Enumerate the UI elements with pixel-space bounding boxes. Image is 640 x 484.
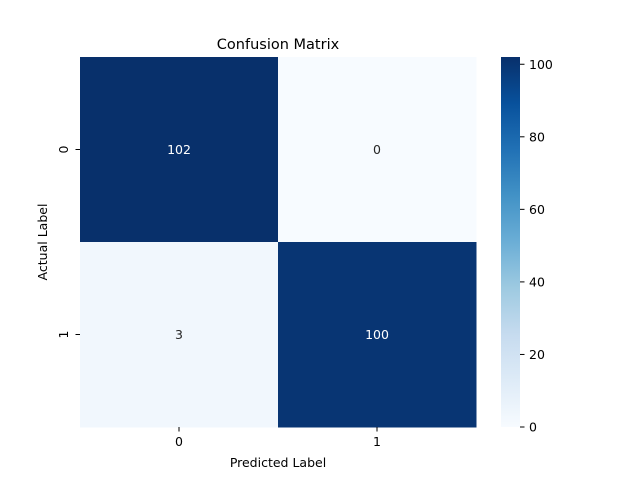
colorbar-tick-label-20: 20 (529, 347, 545, 362)
y-axis-ticks: 01 (56, 145, 80, 338)
x-axis-label: Predicted Label (230, 455, 326, 470)
colorbar-tick-label-0: 0 (529, 420, 537, 435)
colorbar-ticks: 0 20 40 60 80 100 (520, 57, 553, 435)
cell-annotation-1-0: 3 (175, 327, 183, 342)
colorbar (501, 57, 520, 427)
cell-annotation-0-1: 0 (373, 142, 381, 157)
cell-annotation-1-1: 100 (365, 327, 389, 342)
heatmap-cell-0-0 (80, 57, 279, 243)
heatmap-cells (80, 57, 477, 428)
heatmap-cell-1-0 (80, 242, 279, 428)
x-tick-label-1: 1 (373, 434, 381, 449)
y-tick-label-0: 0 (56, 145, 71, 153)
colorbar-tick-label-80: 80 (529, 129, 545, 144)
heatmap-cell-1-1 (278, 242, 477, 428)
x-tick-label-0: 0 (175, 434, 183, 449)
heatmap-annotations: 102 0 3 100 (167, 142, 389, 342)
heatmap-cell-0-1 (278, 57, 477, 243)
y-axis-label: Actual Label (35, 204, 50, 281)
chart-title: Confusion Matrix (217, 37, 340, 53)
colorbar-tick-label-40: 40 (529, 274, 545, 289)
colorbar-tick-label-100: 100 (529, 57, 553, 72)
cell-annotation-0-0: 102 (167, 142, 191, 157)
y-tick-label-1: 1 (56, 331, 71, 339)
colorbar-tick-label-60: 60 (529, 202, 545, 217)
